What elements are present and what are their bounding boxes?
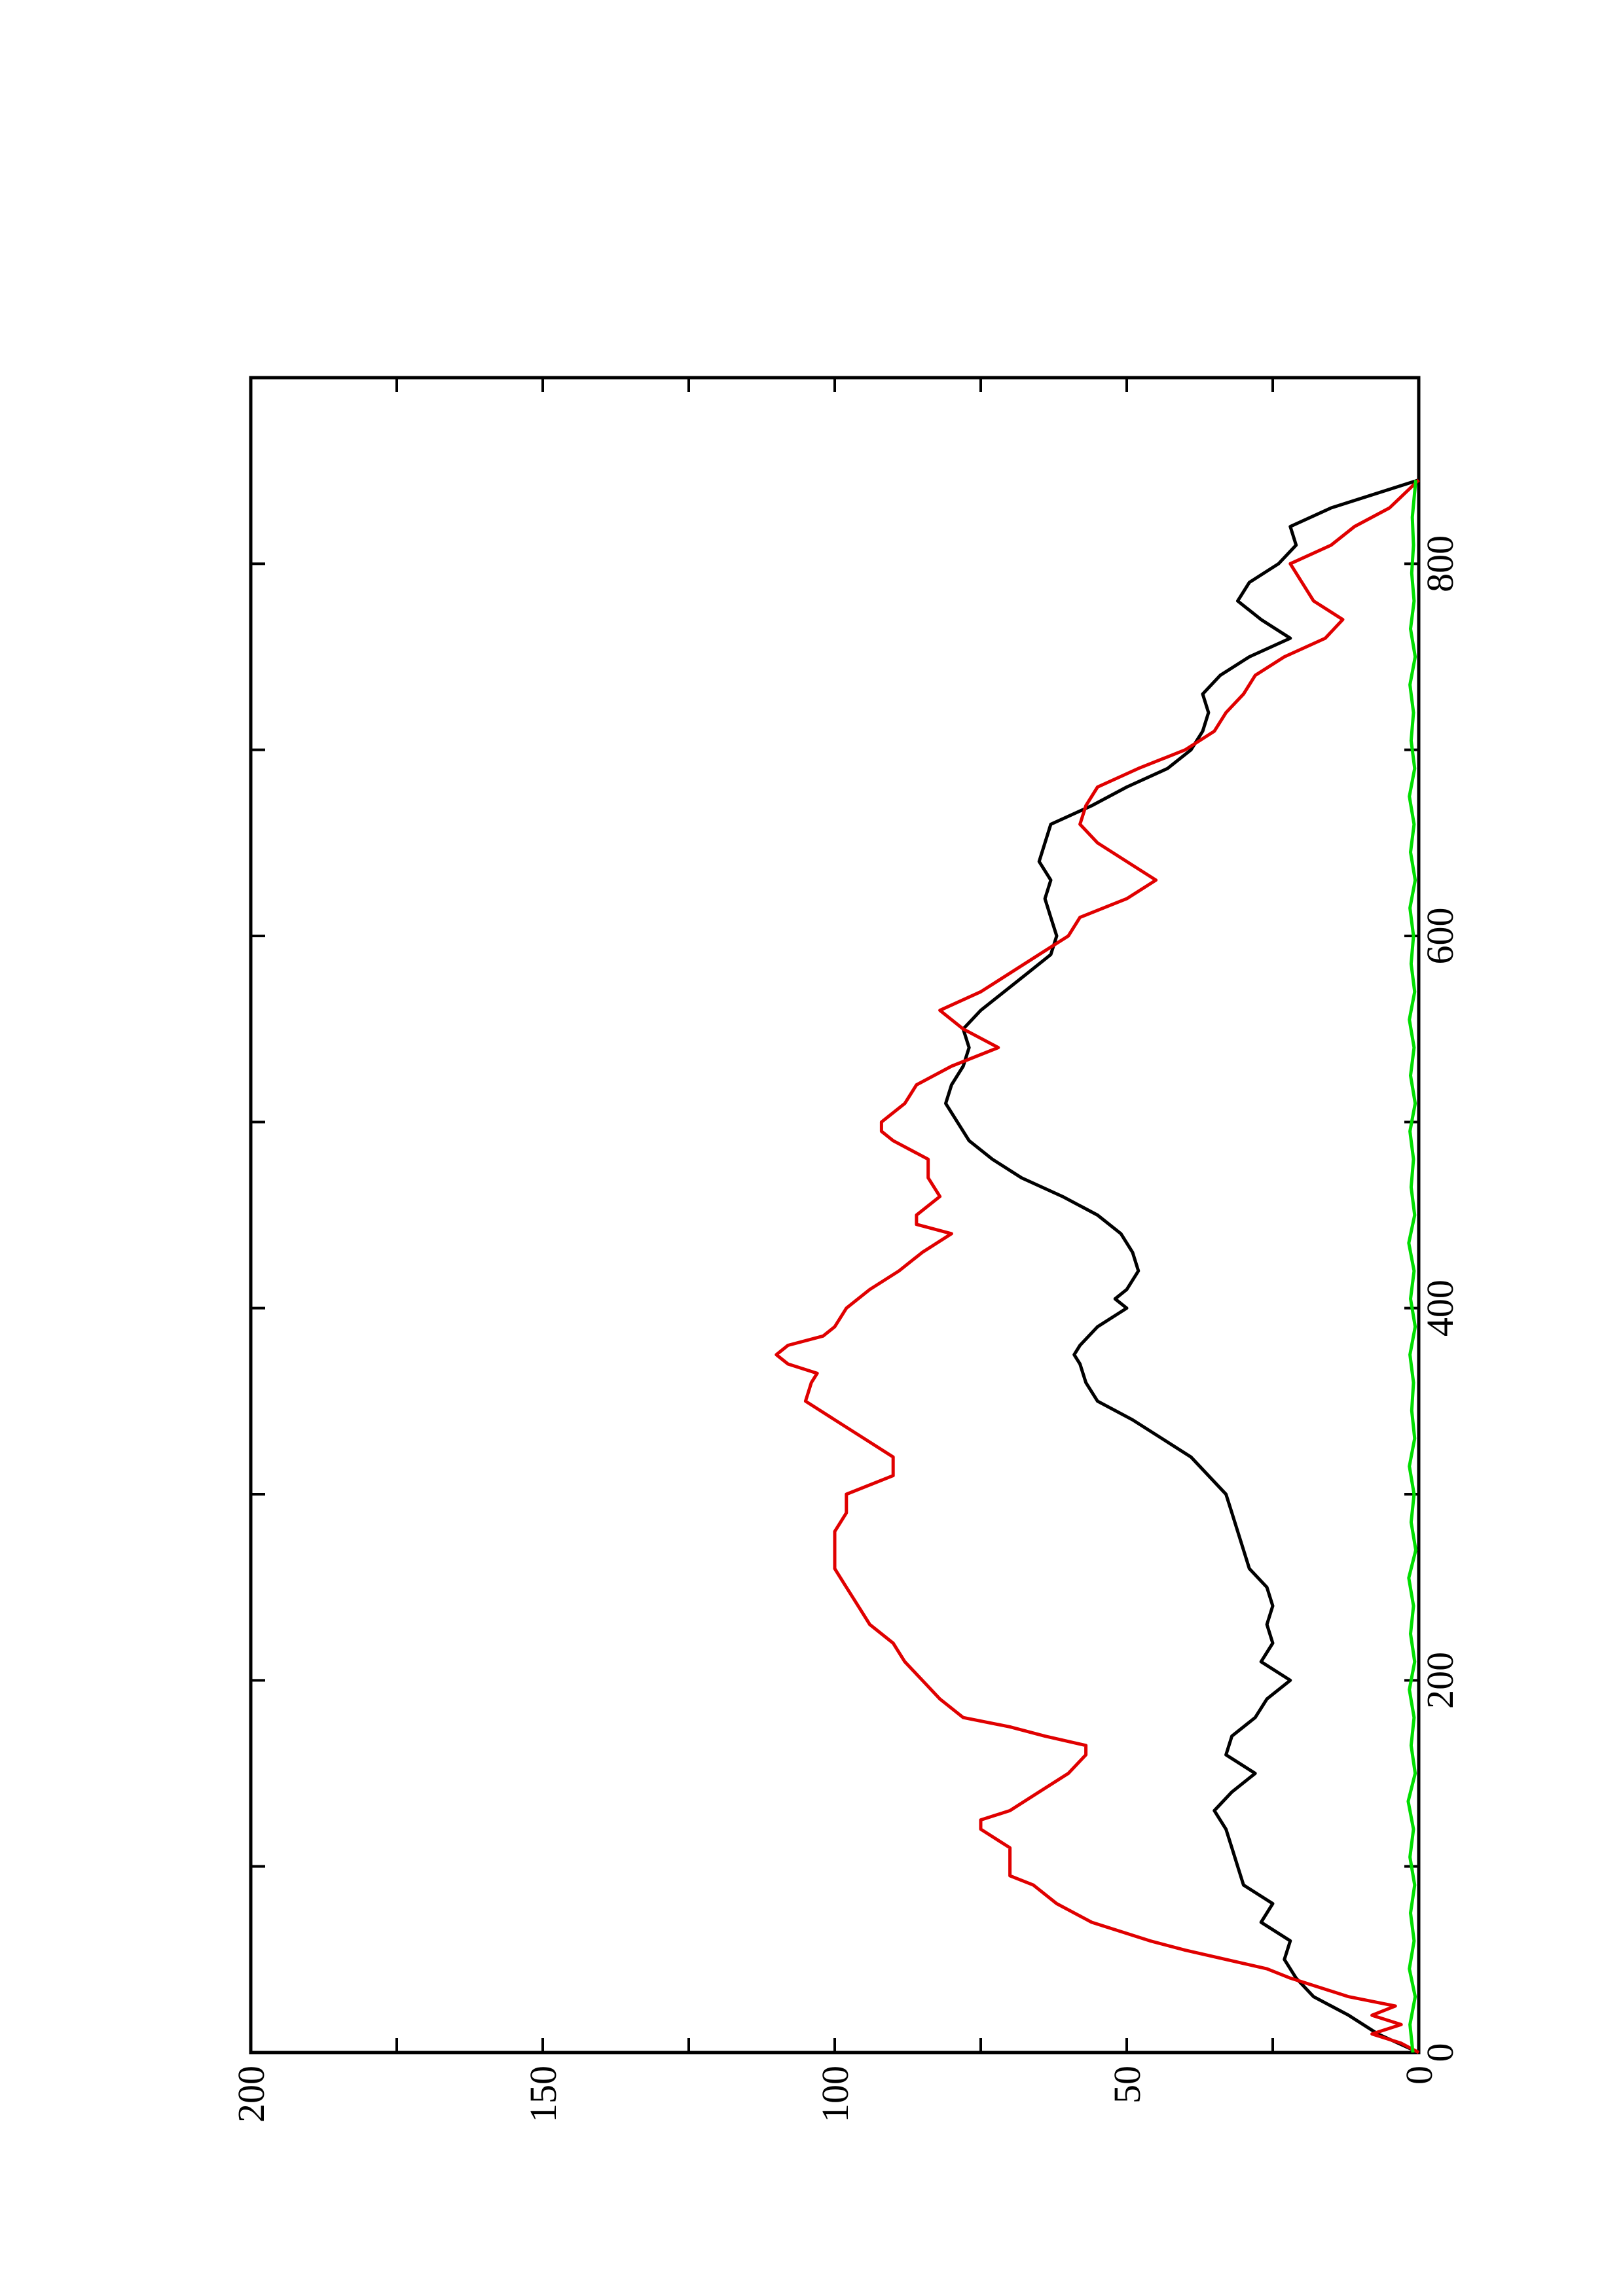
tick-labels: 0 200 400 600 800 0 50 100 150 200 bbox=[230, 535, 1461, 2123]
x-tick-label: 200 bbox=[1419, 1652, 1461, 1709]
y-tick-label: 200 bbox=[230, 2066, 272, 2123]
y-tick-label: 0 bbox=[1398, 2066, 1440, 2085]
plot-frame bbox=[249, 376, 1421, 2054]
x-tick-label: 600 bbox=[1419, 908, 1461, 965]
series-green-line bbox=[1406, 480, 1417, 2053]
x-tick-label: 0 bbox=[1419, 2043, 1461, 2062]
x-tick-label: 800 bbox=[1419, 535, 1461, 592]
y-tick-label: 150 bbox=[522, 2066, 564, 2123]
tick-marks bbox=[249, 378, 1420, 2054]
series-red-line bbox=[775, 478, 1420, 2054]
plot-area bbox=[249, 376, 1421, 2054]
y-tick-label: 50 bbox=[1106, 2066, 1148, 2104]
series-black-line bbox=[944, 478, 1420, 2054]
y-tick-label: 100 bbox=[814, 2066, 856, 2123]
series-layer bbox=[775, 478, 1420, 2054]
x-tick-label: 400 bbox=[1419, 1280, 1461, 1336]
